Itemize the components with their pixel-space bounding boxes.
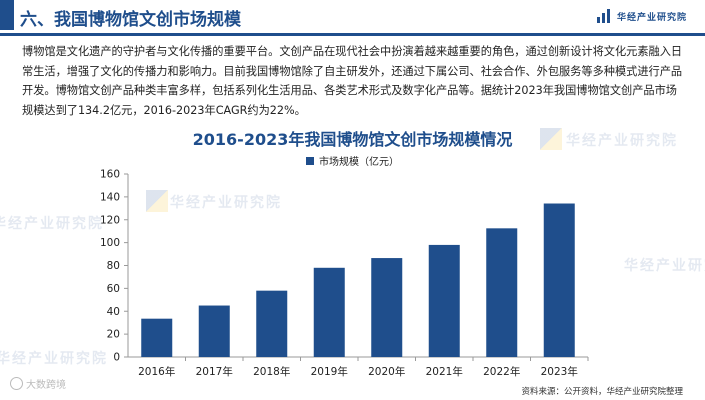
y-tick-label: 140 — [100, 191, 120, 203]
section-title: 六、我国博物馆文创市场规模 — [20, 10, 241, 30]
intro-paragraph: 博物馆是文化遗产的守护者与文化传播的重要平台。文创产品在现代社会中扮演着越来越重… — [22, 45, 683, 117]
y-tick-label: 60 — [107, 283, 120, 295]
corner-mark-text: 大数跨境 — [26, 380, 66, 391]
legend-swatch — [306, 156, 314, 165]
source-note: 资料来源：公开资料，华经产业研究院整理 — [521, 387, 683, 397]
y-tick-label: 120 — [100, 214, 120, 226]
x-tick-label: 2016年 — [138, 365, 175, 378]
brand-name: 华经产业研究院 — [616, 12, 687, 23]
x-tick-label: 2018年 — [253, 365, 290, 378]
y-tick-label: 0 — [113, 352, 120, 364]
corner-logo-icon — [10, 377, 23, 390]
y-tick-label: 80 — [107, 260, 120, 272]
x-tick-label: 2022年 — [483, 365, 520, 378]
brand: 华经产业研究院 — [596, 9, 687, 23]
watermark-logo-icon-1 — [146, 190, 168, 212]
chart-legend: 市场规模（亿元） — [0, 153, 705, 168]
x-tick-label: 2017年 — [196, 365, 233, 378]
bar-2018年 — [256, 290, 288, 357]
header-bar — [0, 0, 705, 36]
bar-2016年 — [141, 318, 173, 357]
watermark-logo-icon-2 — [540, 128, 562, 150]
y-tick-label: 40 — [107, 306, 120, 318]
legend-label: 市场规模（亿元） — [319, 157, 399, 168]
chart-title: 2016-2023年我国博物馆文创市场规模情况 — [192, 130, 513, 149]
header-accent-bar — [0, 0, 14, 30]
header-divider — [0, 33, 705, 36]
x-tick-label: 2021年 — [426, 365, 463, 378]
bar-2023年 — [543, 203, 575, 357]
x-tick-label: 2019年 — [311, 365, 348, 378]
bar-2017年 — [198, 305, 230, 357]
y-tick-label: 160 — [100, 169, 120, 181]
y-tick-label: 20 — [107, 329, 120, 341]
bar-2021年 — [428, 244, 460, 357]
bar-2019年 — [313, 267, 345, 357]
y-tick-label: 100 — [100, 237, 120, 249]
x-tick-label: 2023年 — [541, 365, 578, 378]
bar-2022年 — [486, 228, 518, 357]
corner-mark: 大数跨境 — [10, 376, 66, 391]
bar-2020年 — [371, 258, 403, 357]
x-tick-label: 2020年 — [368, 365, 405, 378]
brand-logo-icon — [596, 9, 611, 23]
